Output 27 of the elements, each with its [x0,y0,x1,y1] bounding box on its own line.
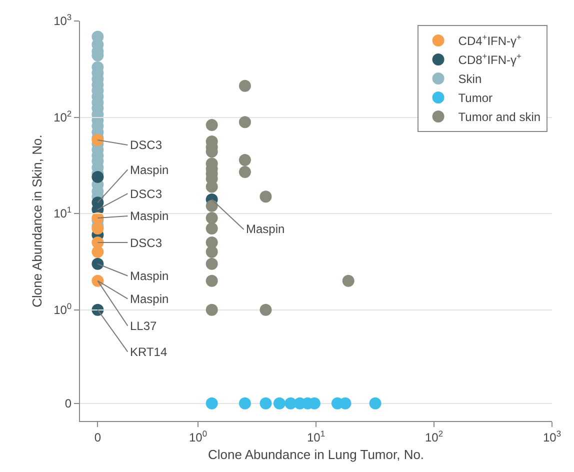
x-tick-label: 0 [94,430,102,444]
x-tick-label: 10$^{3}$ [542,428,562,444]
legend-label: CD8$^{+}$IFN-γ$^{+}$ [458,51,522,68]
annotation: Maspin [130,209,169,223]
legend-label: Tumor and skin [458,110,541,124]
annotation: Maspin [130,292,169,306]
y-tick-label: 10$^{3}$ [54,12,72,28]
annotation: DSC3 [130,187,162,201]
legend-label: Skin [458,72,482,86]
x-tick-label: 10$^{2}$ [424,428,444,444]
y-tick-label: 10$^{0}$ [54,300,72,318]
annotation: DSC3 [130,236,162,250]
legend-label: Tumor [458,91,493,106]
annotation: DSC3 [130,138,162,152]
x-axis-title: Clone Abundance in Lung Tumor, No. [208,447,424,462]
annotation: LL37 [130,319,158,333]
x-tick-label: 10$^{1}$ [306,428,326,444]
annotation: Maspin [130,269,169,283]
y-tick-label: 10$^{2}$ [54,108,72,124]
annotation: Maspin [246,222,285,236]
y-tick-label: 0 [64,396,72,411]
legend-label: CD4$^{+}$IFN-γ$^{+}$ [458,32,522,48]
x-tick-label: 10$^{0}$ [188,428,208,444]
y-tick-label: 10$^{1}$ [54,204,72,221]
annotation: Maspin [130,163,169,177]
annotation: KRT14 [130,345,168,359]
y-axis-title: Clone Abundance in Skin, No. [30,134,45,308]
